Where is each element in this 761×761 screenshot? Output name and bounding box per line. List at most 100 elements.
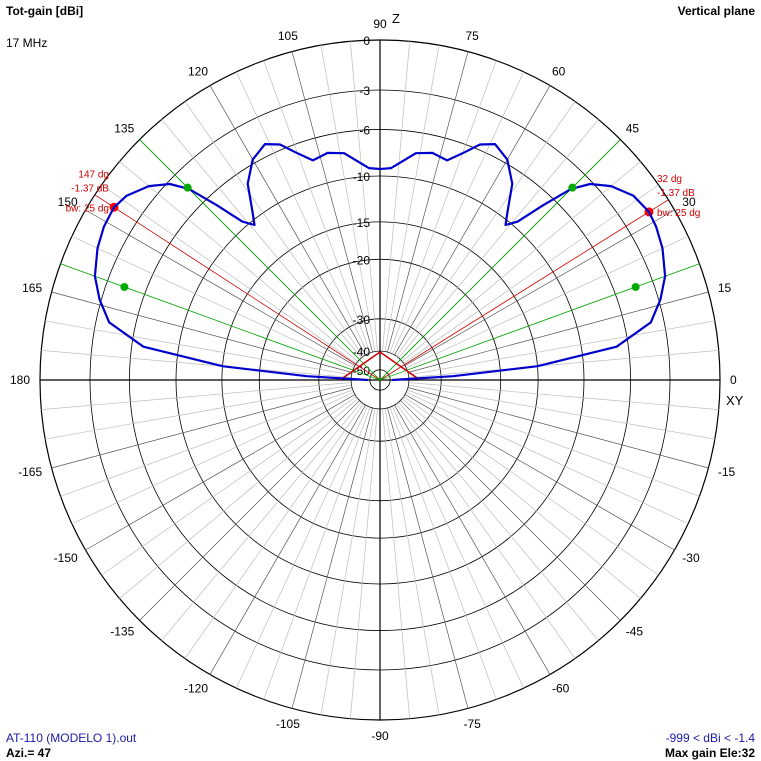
grid-spoke-minor (382, 41, 410, 352)
grid-spoke-minor (396, 101, 576, 357)
grid-spoke-minor (71, 235, 354, 369)
peak-line (94, 194, 381, 381)
grid-spoke-minor (119, 398, 359, 599)
grid-spoke-minor (408, 350, 719, 378)
half-power-line (60, 263, 381, 381)
half-power-line (379, 263, 700, 381)
grid-spoke-major (209, 85, 366, 356)
grid-spoke-minor (161, 401, 362, 641)
radial-tick-label: -20 (353, 253, 371, 267)
grid-spoke-minor (45, 384, 352, 440)
angle-tick-label: -15 (718, 465, 736, 479)
angle-tick-label: 45 (626, 121, 640, 135)
grid-spoke-minor (101, 396, 357, 576)
grid-spoke-minor (41, 350, 352, 378)
angle-tick-label: -90 (371, 729, 389, 743)
angle-tick-label: -120 (184, 681, 208, 695)
grid-spoke-minor (401, 161, 641, 362)
peak-line (379, 199, 669, 381)
grid-spoke-minor (408, 382, 719, 410)
angle-tick-label: 105 (278, 29, 298, 43)
grid-spoke-minor (350, 41, 378, 352)
grid-spoke-minor (184, 101, 364, 357)
angle-tick-label: -30 (682, 551, 700, 565)
grid-spoke-major (85, 394, 356, 551)
grid-spoke-major (209, 404, 366, 675)
grid-spoke-major (400, 400, 621, 621)
grid-spoke-minor (320, 408, 376, 715)
grid-spoke-minor (384, 45, 440, 352)
grid-spoke-major (139, 400, 360, 621)
frequency-label: 17 MHz (6, 36, 48, 50)
angle-tick-label: 165 (22, 281, 42, 295)
grid-spoke-minor (45, 320, 352, 376)
beamwidth-markers: 32 dg -1.37 dB bw: 25 dg 147 dg -1.37 dB bw: … (60, 139, 700, 381)
beamwidth-label: 32 dg (657, 174, 682, 185)
angle-tick-label: -45 (626, 625, 644, 639)
radial-tick-labels: 0-3-6-10-15-20-30-40-50 (353, 34, 371, 378)
half-power-point (183, 183, 192, 192)
half-power-line (379, 139, 621, 381)
beamwidth-label: 147 dg (78, 169, 109, 180)
plane-label: Vertical plane (677, 4, 755, 18)
grid-spoke-minor (184, 403, 364, 659)
radial-tick-label: -3 (359, 84, 370, 98)
angle-tick-label: 30 (682, 195, 696, 209)
xy-axis-label: XY (726, 393, 744, 408)
grid-spoke-major (387, 51, 469, 353)
grid-spoke-minor (161, 119, 362, 359)
grid-spoke-minor (263, 60, 371, 353)
angle-tick-label: 180 (10, 373, 30, 387)
grid-spoke-minor (41, 382, 352, 410)
grid-spoke-minor (391, 71, 525, 354)
grid-spoke-major (51, 387, 353, 469)
grid-spoke-minor (406, 391, 689, 525)
grid-spoke-minor (350, 408, 378, 719)
grid-spoke-minor (408, 384, 715, 440)
angle-tick-label: 15 (718, 281, 732, 295)
grid-spoke-major (387, 407, 469, 709)
radial-tick-label: -15 (353, 216, 371, 230)
radial-tick-label: -40 (353, 345, 371, 359)
grid-spoke-minor (401, 398, 641, 599)
grid-spoke-minor (235, 406, 369, 689)
chart-title: Tot-gain [dBi] (6, 4, 84, 18)
grid-spoke-minor (71, 391, 354, 525)
gain-range: -999 < dBi < -1.4 (665, 731, 755, 745)
peak-base-line (379, 351, 421, 381)
grid-spoke-major (407, 387, 709, 469)
angle-tick-label: -105 (276, 717, 300, 731)
radial-tick-label: -30 (353, 313, 371, 327)
angle-tick-label: 150 (58, 195, 78, 209)
angle-tick-label: 75 (465, 29, 479, 43)
max-gain-label: Max gain Ele:32 (664, 746, 755, 760)
angle-tick-label: 0 (730, 373, 737, 387)
file-name: AT-110 (MODELO 1).out (6, 731, 137, 745)
grid-spoke-major (85, 209, 356, 366)
grid-spoke-major (394, 404, 551, 675)
grid-spoke-minor (396, 403, 576, 659)
grid-spoke-major (394, 85, 551, 356)
grid-spoke-minor (408, 320, 715, 376)
half-power-line (139, 139, 381, 381)
half-power-point (568, 183, 577, 192)
half-power-point (120, 282, 129, 291)
angle-tick-label: -165 (18, 465, 42, 479)
z-axis-label: Z (392, 11, 400, 26)
angle-tick-label: 90 (373, 17, 387, 31)
azimuth-label: Azi.= 47 (6, 746, 52, 760)
angle-tick-label: -135 (110, 625, 134, 639)
angle-tick-label: -150 (54, 551, 78, 565)
grid-spoke-minor (389, 407, 497, 700)
grid-spoke-minor (389, 60, 497, 353)
grid-spoke-minor (119, 161, 359, 362)
grid-spoke-minor (391, 406, 525, 689)
beamwidth-label: -1.37 dB (657, 188, 695, 199)
angle-tick-label: 120 (188, 65, 208, 79)
grid-spoke-minor (406, 235, 689, 369)
grid-spoke-minor (382, 408, 410, 719)
radial-tick-label: 0 (363, 34, 370, 48)
beamwidth-label: -1.37 dB (71, 183, 109, 194)
beamwidth-label: bw: 25 dg (66, 203, 109, 214)
grid-spoke-minor (403, 184, 659, 364)
